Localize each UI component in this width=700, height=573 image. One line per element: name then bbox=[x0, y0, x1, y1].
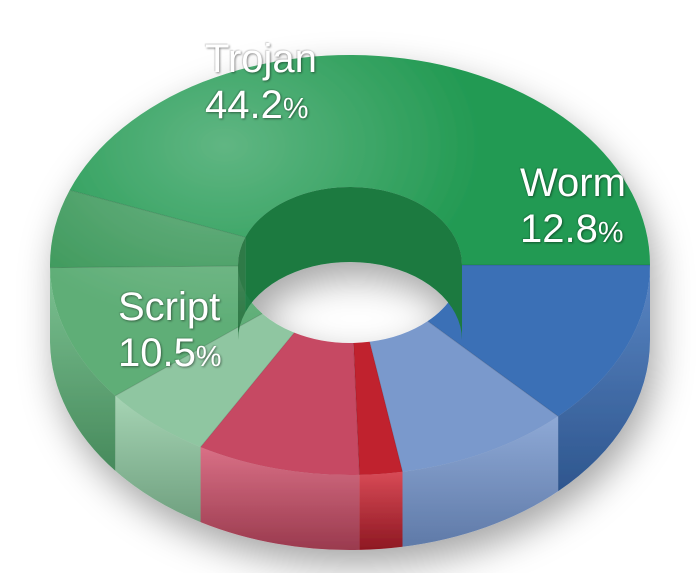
slice-label-trojan: Trojan 44.2% bbox=[205, 36, 317, 128]
slice-label-worm: Worm 12.8% bbox=[520, 160, 626, 252]
slice-label-name: Trojan bbox=[205, 36, 317, 82]
slice-label-name: Script bbox=[118, 284, 221, 330]
slice-label-value: 44.2% bbox=[205, 82, 317, 128]
donut-3d-chart: Trojan 44.2% Worm 12.8% Script 10.5% bbox=[0, 0, 700, 573]
slice-label-value: 12.8% bbox=[520, 206, 626, 252]
slice-label-value: 10.5% bbox=[118, 330, 221, 376]
donut-svg bbox=[0, 0, 700, 573]
slice-label-script: Script 10.5% bbox=[118, 284, 221, 376]
slice-label-name: Worm bbox=[520, 160, 626, 206]
